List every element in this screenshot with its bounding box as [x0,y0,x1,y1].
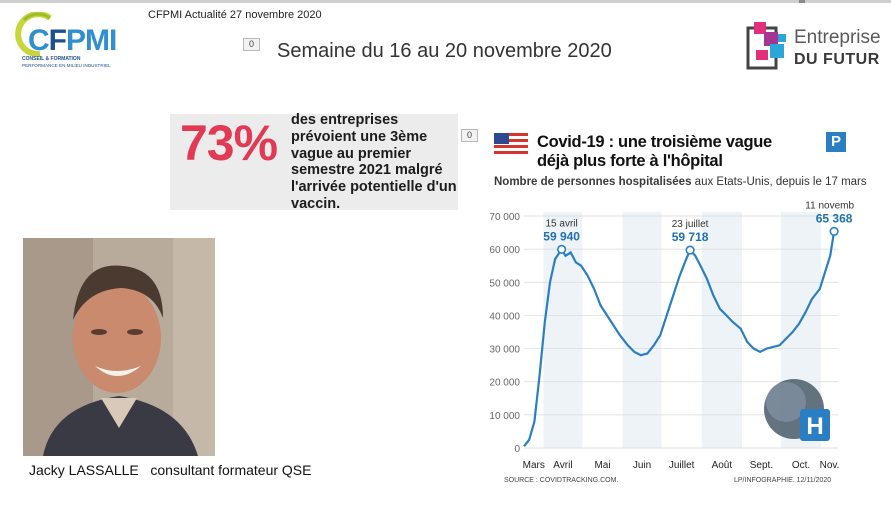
x-month-label: Août [712,460,733,471]
consultant-photo [23,238,215,456]
month-stripe [622,212,662,448]
virus-hospital-icon: H [764,379,830,441]
peak-date-label: 15 avril [546,218,578,229]
hospitalisations-chart: 0 10 000 20 000 30 000 40 000 50 000 60 000 70 … [489,200,854,471]
edf-logo-line2: DU FUTUR [794,51,880,68]
y-axis-ticks: 0 10 000 20 000 30 000 40 000 50 000 60 000 70 … [489,212,520,455]
y-tick-label: 40 000 [489,311,520,322]
cfpmi-tagline-2: PERFORMANCE EN MILIEU INDUSTRIEL [22,63,111,68]
peak-marker [829,226,839,236]
logo-letter-f: F [48,24,67,57]
x-month-label: Sept. [750,460,773,471]
us-flag-icon [494,133,528,155]
month-stripe [701,212,742,448]
stat-percentage: 73% [180,115,278,171]
x-axis-month-labels: Mars Avril Mai Juin Juillet Août Sept. Oct. Nov. [523,460,840,471]
cfpmi-logo-word: CFPMI [28,24,117,58]
y-tick-label: 50 000 [489,278,520,289]
x-month-label: Nov. [820,460,840,471]
x-month-label: Juin [633,460,651,471]
cfpmi-swoosh-icon [15,12,52,58]
peak-marker [685,245,695,255]
chart-subtitle-bold: Nombre de personnes hospitalisées [494,176,692,188]
y-tick-label: 10 000 [489,411,520,422]
entreprise-du-futur-icon [746,22,786,70]
peak-date-label: 23 juillet [672,219,709,230]
chart-title-line1: Covid-19 : une troisième vague [537,133,772,151]
top-rule [0,0,891,3]
top-rule-marker [799,0,805,3]
counter-badge-2[interactable]: 0 [461,129,478,142]
peak-date-label: 11 novembre [805,200,854,211]
consultant-caption: Jacky LASSALLE consultant formateur QSE [29,462,312,478]
counter-badge[interactable]: 0 [243,38,260,51]
y-tick-label: 70 000 [489,212,520,223]
x-month-label: Mai [594,460,610,471]
x-month-label: Oct. [792,460,810,471]
edf-logo-line1: Entreprise [794,27,881,48]
chart-source: SOURCE : COVIDTRACKING.COM. [504,477,619,484]
logo-letters-pmi: PMI [66,24,117,57]
page-title: Semaine du 16 au 20 novembre 2020 [277,40,612,62]
chart-subtitle: Nombre de personnes hospitalisées aux Et… [494,176,867,188]
stat-panel [170,114,458,210]
x-month-label: Juillet [669,460,695,471]
y-tick-label: 60 000 [489,245,520,256]
peak-value-label: 59 718 [672,230,709,244]
x-month-label: Avril [553,460,572,471]
chart-subtitle-rest: aux Etats-Unis, depuis le 17 mars [691,176,867,188]
chart-credit: LP/INFOGRAPHIE. 12/11/2020 [734,477,832,484]
page-subtitle: CFPMI Actualité 27 novembre 2020 [148,9,322,21]
peak-value-label: 59 940 [543,229,580,243]
y-tick-label: 0 [514,444,520,455]
chart-grid [524,215,838,449]
chart-title-line2: déjà plus forte à l'hôpital [537,152,723,170]
y-tick-label: 20 000 [489,378,520,389]
x-month-label: Mars [523,460,545,471]
h-logo-icon: H [806,413,823,440]
le-parisien-logo-icon: P [826,132,846,152]
portrait-illustration [23,238,215,456]
stat-text: des entreprises prévoient une 3ème vague… [291,112,457,212]
y-tick-label: 30 000 [489,345,520,356]
hospitalisations-line [523,231,836,447]
peak-marker [557,244,567,254]
logo-letter-c: C [28,24,50,57]
peak-value-label: 65 368 [816,211,853,225]
cfpmi-tagline-1: CONSEIL & FORMATION [22,56,81,62]
